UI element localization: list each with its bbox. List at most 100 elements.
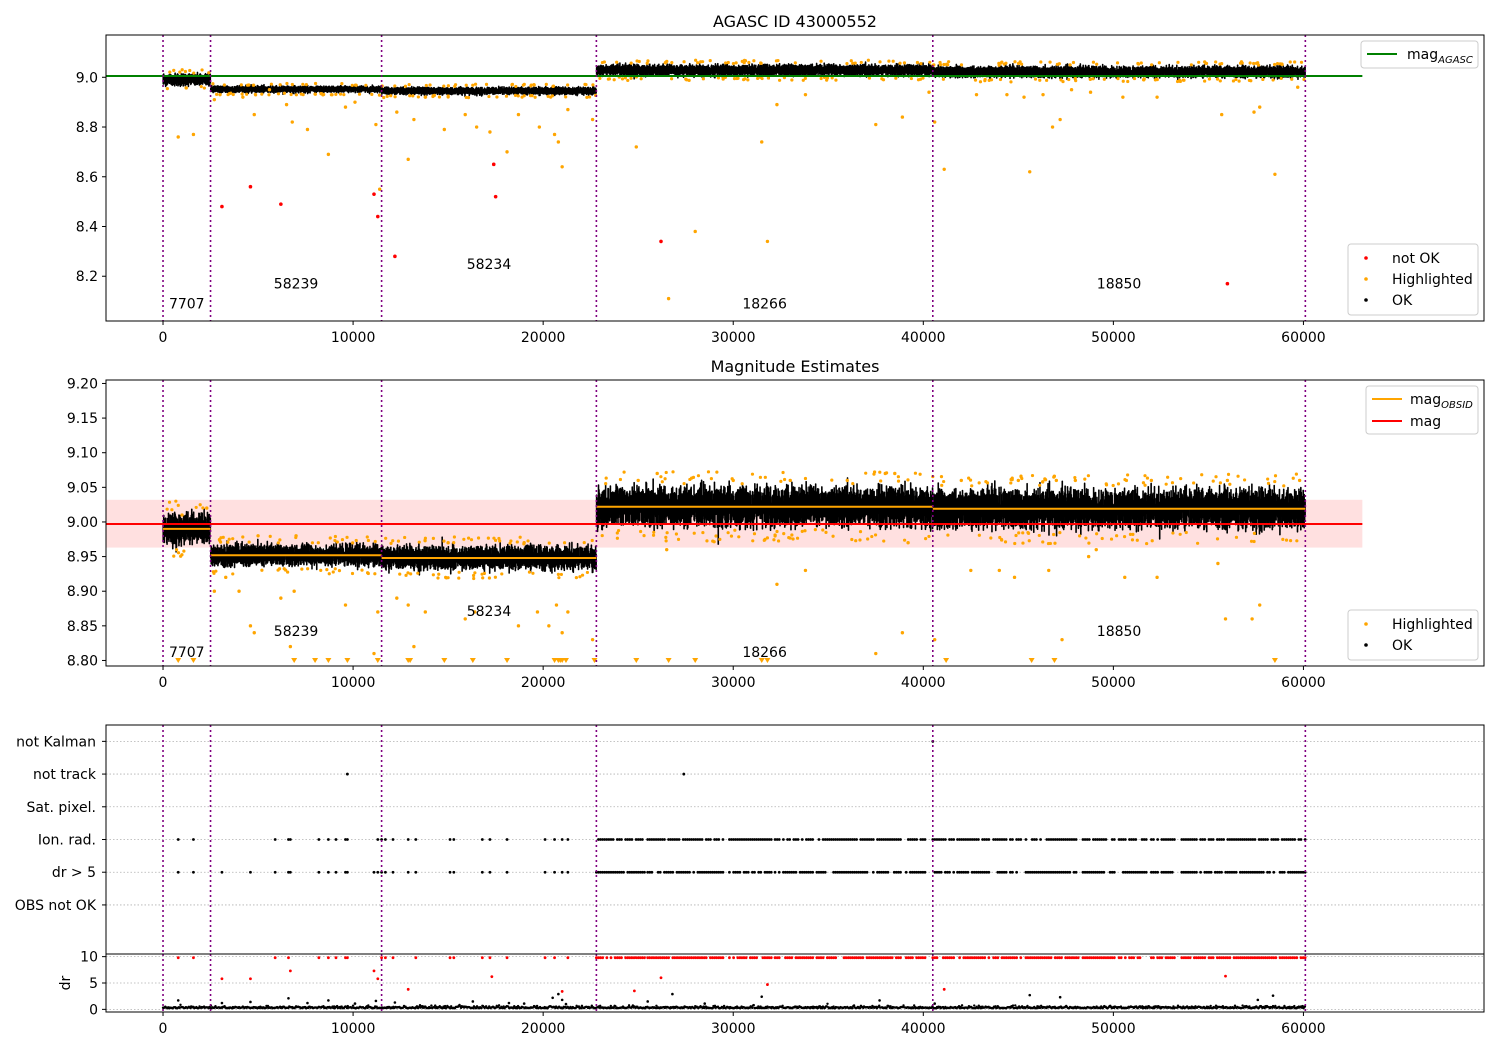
highlighted-point (1220, 61, 1224, 66)
highlighted-point (172, 554, 176, 558)
highlighted-point (374, 122, 378, 127)
highlighted-point (305, 127, 310, 132)
highlighted-point (830, 478, 834, 482)
highlighted-point (620, 77, 625, 81)
highlighted-point (894, 76, 898, 80)
highlighted-point (712, 540, 716, 544)
highlighted-point (927, 534, 931, 539)
highlighted-point (333, 538, 337, 543)
highlighted-point (327, 572, 331, 576)
highlighted-point (214, 569, 218, 573)
highlighted-point (978, 80, 983, 84)
highlighted-point (1139, 61, 1143, 65)
highlighted-point (831, 534, 835, 538)
highlighted-point (319, 568, 323, 572)
highlighted-point (1215, 77, 1220, 81)
highlighted-point (891, 59, 895, 63)
highlighted-point (442, 84, 446, 88)
highlighted-point (437, 95, 442, 99)
highlighted-point (928, 60, 932, 64)
not-ok-point (493, 194, 498, 199)
highlighted-point (773, 534, 777, 538)
highlighted-point (325, 567, 329, 572)
highlighted-point (1058, 117, 1062, 122)
highlighted-point (674, 532, 678, 536)
highlighted-point (486, 536, 490, 540)
data-layer (106, 470, 1363, 656)
highlighted-point (191, 132, 196, 137)
highlighted-point (260, 92, 264, 96)
highlighted-point (530, 94, 534, 98)
highlighted-point (858, 530, 863, 534)
highlighted-point (342, 92, 346, 97)
highlighted-point (760, 76, 764, 81)
highlighted-point (267, 88, 272, 92)
highlighted-point (959, 63, 964, 67)
highlighted-point (1157, 61, 1161, 65)
highlighted-point (335, 540, 339, 544)
highlighted-point (1271, 78, 1275, 82)
highlighted-point (1252, 110, 1256, 114)
highlighted-point (709, 477, 713, 481)
highlighted-point (231, 92, 235, 97)
highlighted-point (514, 84, 518, 89)
highlighted-point (278, 83, 282, 87)
highlighted-point (1121, 95, 1125, 99)
highlighted-point (742, 78, 746, 82)
highlighted-point (180, 68, 184, 72)
highlighted-point (616, 528, 621, 533)
highlighted-point (544, 82, 548, 86)
highlighted-point (437, 572, 441, 576)
highlighted-point (696, 61, 700, 65)
highlighted-point (357, 92, 362, 96)
highlighted-point (946, 63, 950, 67)
highlighted-point (1150, 63, 1154, 67)
highlighted-point (269, 82, 274, 86)
highlighted-point (218, 92, 222, 97)
highlighted-point (1204, 61, 1208, 65)
highlighted-point (194, 505, 198, 510)
y-tick-label: 8.4 (76, 219, 98, 235)
highlighted-point (824, 530, 828, 534)
highlighted-point (1155, 95, 1159, 99)
highlighted-point (1273, 172, 1277, 176)
highlighted-point (1073, 76, 1077, 81)
highlighted-point (416, 95, 420, 99)
data-layer (162, 58, 1306, 301)
highlighted-point (1116, 77, 1120, 81)
highlighted-point (251, 83, 255, 87)
highlighted-point (906, 478, 910, 482)
highlighted-point (212, 97, 217, 102)
highlighted-point (666, 296, 671, 301)
highlighted-point (333, 534, 338, 539)
highlighted-point (701, 77, 705, 81)
highlighted-point (377, 187, 382, 191)
highlighted-point (532, 82, 536, 87)
highlighted-point (941, 77, 945, 81)
highlighted-point (373, 539, 377, 544)
highlighted-point (1234, 77, 1238, 82)
highlighted-point (1091, 77, 1095, 81)
highlighted-point (974, 92, 979, 97)
obsid-label: 18850 (1097, 277, 1142, 293)
highlighted-point (182, 549, 186, 553)
highlighted-point (801, 78, 805, 82)
highlighted-point (1261, 77, 1265, 82)
highlighted-point (529, 83, 533, 87)
highlighted-point (328, 536, 332, 540)
highlighted-point (1045, 78, 1049, 82)
highlighted-point (446, 84, 450, 88)
highlighted-point (803, 92, 808, 97)
highlighted-point (612, 78, 616, 82)
highlighted-point (404, 573, 408, 577)
highlighted-point (803, 476, 808, 481)
highlighted-point (498, 539, 502, 543)
highlighted-point (663, 477, 667, 481)
highlighted-point (618, 477, 623, 482)
highlighted-point (343, 105, 348, 109)
highlighted-point (664, 539, 668, 543)
y-tick-label: 8.8 (76, 120, 98, 136)
highlighted-point (685, 78, 689, 82)
highlighted-point (285, 81, 289, 86)
highlighted-point (487, 94, 491, 99)
